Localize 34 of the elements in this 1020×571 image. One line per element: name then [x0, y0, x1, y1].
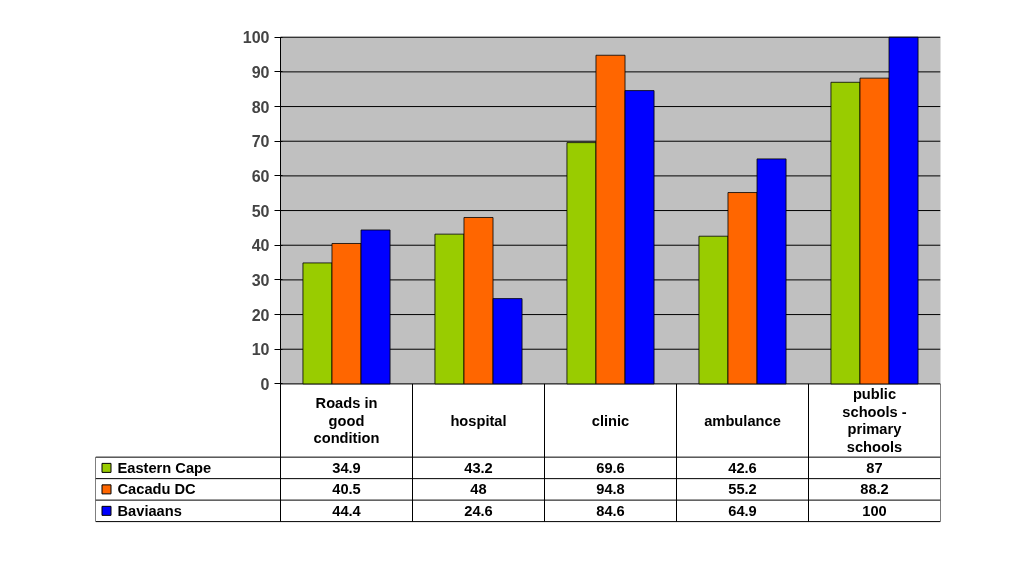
- data-label: 64.9: [728, 502, 757, 519]
- data-label: 34.9: [332, 459, 361, 476]
- data-label: 43.2: [464, 459, 493, 476]
- data-label: 100: [862, 502, 887, 519]
- y-tick-label: 10: [251, 341, 270, 359]
- x-tick-label: Roads in good condition: [313, 394, 380, 447]
- y-tick-label: 80: [251, 98, 270, 116]
- data-label: 40.5: [332, 481, 361, 498]
- legend-label: Baviaans: [117, 502, 182, 519]
- legend-label: Eastern Cape: [117, 459, 212, 476]
- data-label: 42.6: [728, 459, 757, 476]
- data-label: 44.4: [332, 502, 362, 519]
- x-tick-label: clinic: [591, 412, 630, 429]
- y-tick-label: 30: [251, 271, 270, 289]
- y-tick-label: 100: [242, 29, 270, 47]
- data-label: 24.6: [464, 502, 493, 519]
- data-label: 87: [866, 459, 883, 476]
- data-label: 48: [470, 481, 487, 498]
- data-label: 88.2: [860, 481, 889, 498]
- y-tick-label: 60: [251, 167, 270, 185]
- data-label: 84.6: [596, 502, 625, 519]
- y-tick-label: 70: [251, 133, 270, 151]
- x-tick-label: hospital: [450, 412, 507, 429]
- data-label: 55.2: [728, 481, 757, 498]
- y-tick-label: 90: [251, 63, 270, 81]
- y-tick-label: 40: [251, 237, 270, 255]
- y-tick-label: 20: [251, 306, 270, 324]
- y-tick-label: 0: [260, 375, 270, 393]
- x-tick-label: public schools - primary schools: [842, 386, 907, 455]
- y-tick-label: 50: [251, 202, 270, 220]
- data-label: 94.8: [596, 481, 625, 498]
- data-label: 69.6: [596, 459, 625, 476]
- x-tick-label: ambulance: [704, 412, 781, 429]
- legend-label: Cacadu DC: [117, 481, 197, 498]
